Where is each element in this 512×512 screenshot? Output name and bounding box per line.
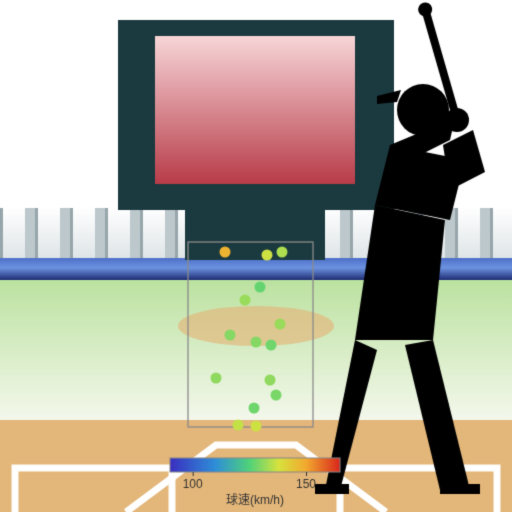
pitch-location-chart <box>0 0 512 512</box>
